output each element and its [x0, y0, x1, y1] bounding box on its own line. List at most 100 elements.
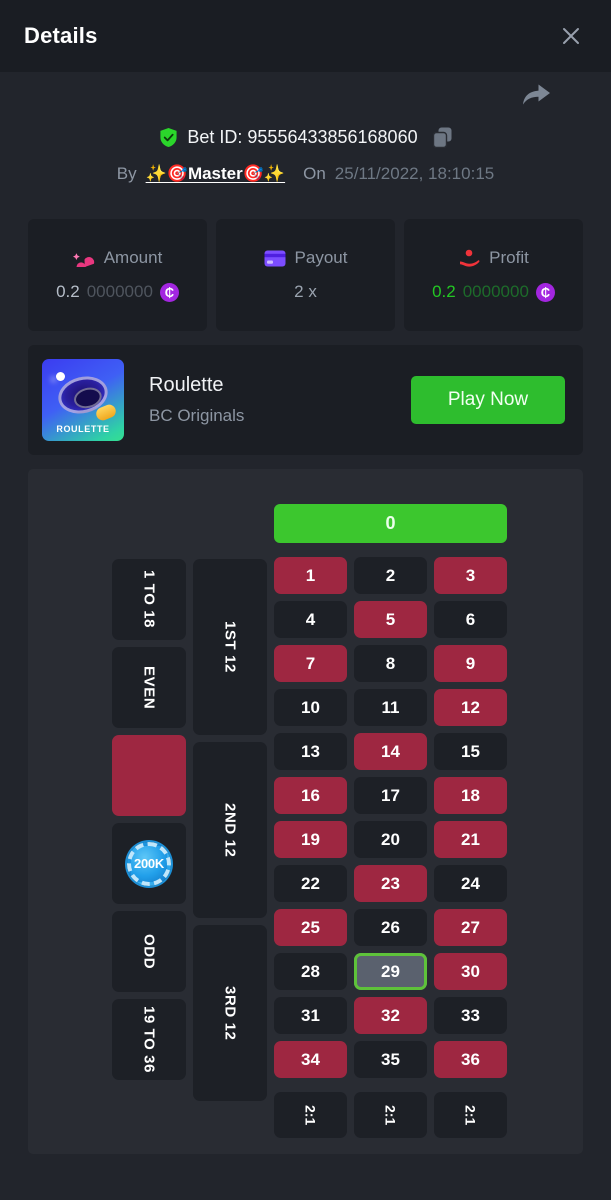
number-cell[interactable]: 5 — [354, 601, 427, 638]
dozen-bet-3rd-12[interactable]: 3RD 12 — [193, 925, 267, 1101]
payout-value: 2 x — [294, 282, 317, 301]
number-cell[interactable]: 10 — [274, 689, 347, 726]
number-cell[interactable]: 15 — [434, 733, 507, 770]
page-title: Details — [24, 23, 98, 48]
game-name: Roulette — [149, 374, 224, 396]
stat-card-profit: Profit 0.2 0000000 ₵ — [404, 219, 583, 331]
outside-bet-19-to-36[interactable]: 19 TO 36 — [112, 999, 186, 1080]
column-ratio-row: 2:1 2:1 2:1 — [274, 1092, 507, 1138]
amount-value-dim: 0000000 — [86, 282, 153, 301]
number-cell[interactable]: 34 — [274, 1041, 347, 1078]
outside-bet-label: ODD — [140, 933, 158, 970]
number-cell[interactable]: 33 — [434, 997, 507, 1034]
number-cell[interactable]: 8 — [354, 645, 427, 682]
number-cell[interactable]: 35 — [354, 1041, 427, 1078]
number-cell[interactable]: 3 — [434, 557, 507, 594]
column-bet-label: 2:1 — [382, 1104, 399, 1126]
profit-value-bright: 0.2 — [432, 282, 456, 301]
number-cell[interactable]: 9 — [434, 645, 507, 682]
ball-graphic — [56, 372, 65, 381]
dozen-bet-2nd-12[interactable]: 2ND 12 — [193, 742, 267, 918]
number-cell[interactable]: 14 — [354, 733, 427, 770]
modal-titlebar: Details — [0, 0, 611, 72]
number-cell[interactable]: 6 — [434, 601, 507, 638]
numbers-row: 22 23 24 — [274, 865, 507, 902]
number-cell[interactable]: 19 — [274, 821, 347, 858]
share-icon[interactable] — [521, 82, 551, 108]
number-cell[interactable]: 12 — [434, 689, 507, 726]
shield-check-icon — [160, 127, 177, 147]
bet-timestamp: 25/11/2022, 18:10:15 — [334, 164, 495, 183]
outside-bet-odd[interactable]: ODD — [112, 911, 186, 992]
stat-head-amount: Amount — [72, 248, 162, 268]
bet-id-row: Bet ID: 95556433856168060 — [0, 124, 611, 150]
amount-icon — [72, 253, 94, 267]
number-cell[interactable]: 30 — [434, 953, 507, 990]
profit-hand-icon — [460, 249, 480, 267]
outside-bet-1-to-18[interactable]: 1 TO 18 — [112, 559, 186, 640]
amount-value-bright: 0.2 — [56, 282, 80, 301]
dozen-bet-label: 2ND 12 — [221, 802, 239, 858]
stat-value-amount: 0.2 0000000 ₵ — [56, 282, 179, 302]
number-cell[interactable]: 27 — [434, 909, 507, 946]
outside-bet-label: 1 TO 18 — [140, 570, 158, 629]
number-cell[interactable]: 2 — [354, 557, 427, 594]
number-cell[interactable]: 4 — [274, 601, 347, 638]
number-cell[interactable]: 22 — [274, 865, 347, 902]
numbers-column: 0 1 2 3 4 5 6 7 8 9 10 11 12 13 14 15 16 17 18 19 20 21 22 23 2… — [274, 504, 507, 1138]
column-bet-2to1[interactable]: 2:1 — [434, 1092, 507, 1138]
outside-bet-red[interactable] — [112, 735, 186, 816]
close-icon[interactable] — [555, 20, 587, 52]
share-row — [0, 72, 611, 118]
number-cell[interactable]: 20 — [354, 821, 427, 858]
number-cell[interactable]: 28 — [274, 953, 347, 990]
number-cell[interactable]: 18 — [434, 777, 507, 814]
roulette-board: 1 TO 18 EVEN 200K ODD 19 TO 36 1ST 12 2ND 12 3… — [112, 504, 507, 1138]
number-cell[interactable]: 21 — [434, 821, 507, 858]
column-bet-label: 2:1 — [462, 1104, 479, 1126]
stat-head-profit: Profit — [458, 248, 529, 268]
number-cell[interactable]: 17 — [354, 777, 427, 814]
number-cell[interactable]: 1 — [274, 557, 347, 594]
number-cell[interactable]: 26 — [354, 909, 427, 946]
game-card[interactable]: ROULETTE Roulette BC Originals Play Now — [28, 345, 583, 455]
numbers-row: 16 17 18 — [274, 777, 507, 814]
number-cell[interactable]: 16 — [274, 777, 347, 814]
dozens-column: 1ST 12 2ND 12 3RD 12 — [193, 504, 267, 1138]
number-cell[interactable]: 32 — [354, 997, 427, 1034]
column-bet-2to1[interactable]: 2:1 — [274, 1092, 347, 1138]
number-cell[interactable]: 24 — [434, 865, 507, 902]
currency-coin-icon: ₵ — [159, 282, 179, 302]
number-cell[interactable]: 11 — [354, 689, 427, 726]
outside-bets-column: 1 TO 18 EVEN 200K ODD 19 TO 36 — [112, 504, 186, 1138]
copy-icon[interactable] — [432, 127, 452, 148]
outside-bet-even[interactable]: EVEN — [112, 647, 186, 728]
bet-chip-200k: 200K — [127, 841, 171, 886]
game-provider: BC Originals — [149, 406, 245, 425]
numbers-row: 34 35 36 — [274, 1041, 507, 1078]
game-info: Roulette BC Originals — [149, 374, 411, 426]
play-now-button[interactable]: Play Now — [411, 376, 565, 424]
username-link[interactable]: ✨🎯Master🎯✨ — [145, 164, 286, 183]
bet-id-text: Bet ID: 95556433856168060 — [187, 126, 418, 147]
number-cell[interactable]: 36 — [434, 1041, 507, 1078]
payout-card-icon — [264, 250, 286, 266]
number-cell-winning[interactable]: 29 — [354, 953, 427, 990]
stat-label-payout: Payout — [294, 248, 348, 267]
number-cell-zero[interactable]: 0 — [274, 504, 507, 543]
number-cell[interactable]: 25 — [274, 909, 347, 946]
thumbnail-label: ROULETTE — [56, 424, 110, 434]
number-cell[interactable]: 7 — [274, 645, 347, 682]
bet-chip-cell[interactable]: 200K — [112, 823, 186, 904]
bet-author-row: By ✨🎯Master🎯✨ On 25/11/2022, 18:10:15 — [0, 161, 611, 187]
number-cell[interactable]: 13 — [274, 733, 347, 770]
number-cell[interactable]: 23 — [354, 865, 427, 902]
number-cell[interactable]: 31 — [274, 997, 347, 1034]
dozen-bet-1st-12[interactable]: 1ST 12 — [193, 559, 267, 735]
column-bet-2to1[interactable]: 2:1 — [354, 1092, 427, 1138]
on-label: On — [303, 164, 326, 183]
profit-value-dim: 0000000 — [462, 282, 529, 301]
